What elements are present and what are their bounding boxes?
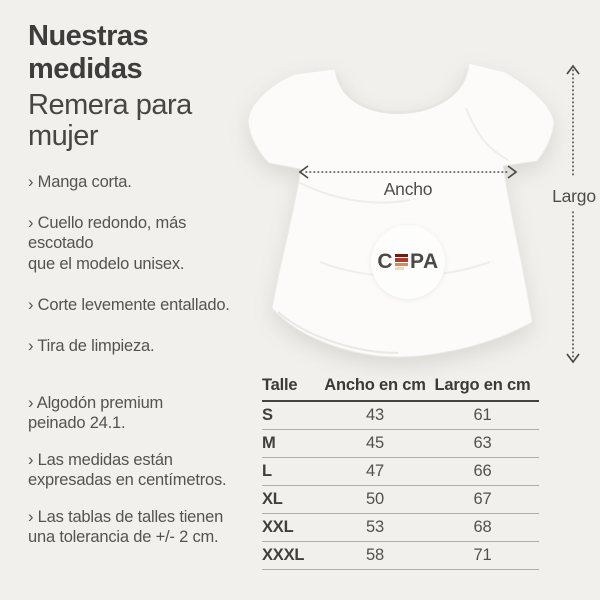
brand-logo: C PA: [377, 250, 438, 274]
tshirt-outline: [247, 62, 555, 358]
brand-logo-circle: C PA: [371, 225, 445, 299]
largo-cell: 68: [473, 518, 492, 536]
feature-item: › Corte levemente entallado.: [28, 295, 230, 314]
largo-cell: 66: [473, 462, 492, 480]
feature-item: › Manga corta.: [28, 172, 132, 191]
hem-shadow: [277, 311, 399, 354]
logo-striped-f-icon: [395, 254, 409, 270]
description-column: › Manga corta. › Cuello redondo, más esc…: [28, 151, 246, 564]
tshirt-photo: [247, 62, 555, 358]
arrowhead-down: [566, 353, 580, 364]
note-fabric: › Algodón premium peinado 24.1.: [28, 393, 164, 433]
fabric-fold: [297, 181, 411, 204]
ancho-cell: 50: [366, 490, 384, 508]
table-header-row: Talle Ancho en cm Largo en cm: [262, 371, 539, 402]
largo-cell: 61: [473, 406, 492, 424]
arrowhead-up: [566, 64, 580, 75]
size-cell: M: [262, 434, 276, 452]
size-cell: XL: [262, 490, 283, 508]
size-table: Talle Ancho en cm Largo en cm S 43 61 M …: [262, 371, 539, 570]
page-title: Nuestras medidas: [28, 20, 149, 85]
logo-letter-c: C: [377, 250, 394, 273]
length-arrow: [566, 64, 580, 364]
table-row: XL 50 67: [262, 486, 539, 514]
size-cell: S: [262, 406, 273, 424]
largo-cell: 71: [473, 546, 492, 564]
collar-rim: [336, 67, 468, 114]
ancho-cell: 47: [366, 462, 384, 480]
largo-cell: 63: [473, 434, 492, 452]
width-label: Ancho: [383, 179, 433, 199]
table-row: M 45 63: [262, 430, 539, 458]
size-cell: XXXL: [262, 546, 305, 564]
table-row: XXXL 58 71: [262, 542, 539, 570]
col-header-ancho: Ancho en cm: [324, 376, 426, 394]
note-tolerance: › Las tablas de talles tienen una tolera…: [28, 507, 224, 547]
page-subtitle: Remera para mujer: [28, 89, 192, 152]
width-arrow: [298, 165, 518, 179]
ancho-cell: 43: [366, 406, 384, 424]
col-header-largo: Largo en cm: [434, 376, 531, 394]
col-header-talle: Talle: [262, 376, 298, 394]
ancho-cell: 58: [366, 546, 384, 564]
logo-letters-pa: PA: [410, 250, 439, 273]
feature-item: › Tira de limpieza.: [28, 336, 155, 355]
ancho-cell: 53: [366, 518, 384, 536]
largo-cell: 67: [473, 490, 492, 508]
table-row: S 43 61: [262, 402, 539, 430]
note-units: › Las medidas están expresadas en centím…: [28, 450, 227, 490]
length-label: Largo: [552, 186, 596, 206]
feature-list: › Manga corta. › Cuello redondo, más esc…: [28, 151, 246, 377]
arrowhead-right: [507, 165, 518, 179]
ancho-cell: 45: [366, 434, 384, 452]
feature-item: › Cuello redondo, más escotado que el mo…: [28, 213, 187, 273]
size-cell: L: [262, 462, 272, 480]
table-row: XXL 53 68: [262, 514, 539, 542]
size-cell: XXL: [262, 518, 294, 536]
fabric-fold: [465, 107, 509, 161]
arrowhead-left: [298, 165, 309, 179]
heading-block: Nuestras medidas Remera para mujer: [28, 20, 258, 152]
table-row: L 47 66: [262, 458, 539, 486]
